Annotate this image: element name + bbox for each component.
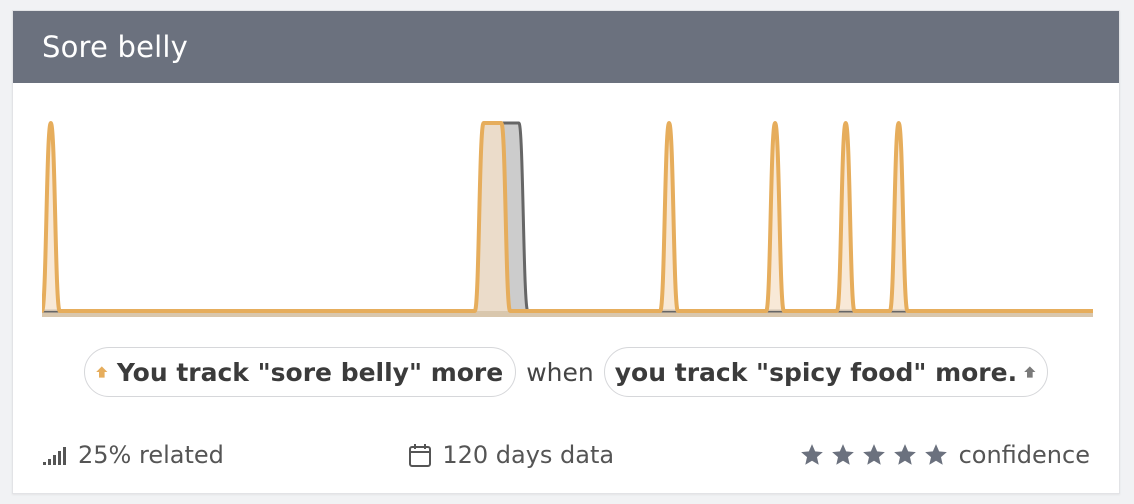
arrow-up-icon bbox=[1024, 366, 1036, 378]
insight-row: You track "sore belly" more when you tra… bbox=[13, 347, 1119, 397]
confidence-stars bbox=[799, 442, 949, 468]
related-stat: 25% related bbox=[42, 441, 224, 469]
insight-pill-right[interactable]: you track "spicy food" more. bbox=[603, 347, 1048, 397]
related-text: 25% related bbox=[78, 441, 224, 469]
insight-right-text: you track "spicy food" more. bbox=[614, 357, 1018, 387]
card-footer: 25% related 120 days data confidence bbox=[42, 435, 1090, 475]
confidence-stat: confidence bbox=[799, 441, 1090, 469]
star-icon bbox=[924, 444, 947, 465]
days-text: 120 days data bbox=[442, 441, 615, 469]
star-icon bbox=[831, 444, 854, 465]
star-icon bbox=[862, 444, 885, 465]
chart-baseline bbox=[42, 311, 1093, 317]
insight-left-text: You track "sore belly" more bbox=[116, 357, 504, 387]
confidence-text: confidence bbox=[958, 441, 1090, 469]
chart-svg bbox=[42, 121, 1093, 317]
arrow-up-icon bbox=[96, 366, 108, 378]
correlation-chart bbox=[42, 111, 1093, 317]
calendar-icon bbox=[409, 444, 432, 467]
insight-connector: when bbox=[526, 357, 594, 387]
signal-bars-icon bbox=[43, 447, 66, 465]
card-header: Sore belly bbox=[13, 11, 1119, 83]
card-title: Sore belly bbox=[42, 30, 189, 64]
series-orange-area bbox=[42, 123, 1093, 311]
star-icon bbox=[800, 444, 823, 465]
series-gray bbox=[42, 121, 1093, 313]
series-gray-line bbox=[42, 121, 1093, 313]
star-icon bbox=[893, 444, 916, 465]
series-gray-area bbox=[42, 123, 1093, 311]
insight-card: Sore belly You track "sore belly" more w… bbox=[12, 10, 1120, 494]
series-orange-line bbox=[42, 121, 1093, 313]
days-stat: 120 days data bbox=[408, 441, 614, 469]
insight-pill-left[interactable]: You track "sore belly" more bbox=[84, 347, 517, 397]
series-orange bbox=[42, 121, 1093, 313]
